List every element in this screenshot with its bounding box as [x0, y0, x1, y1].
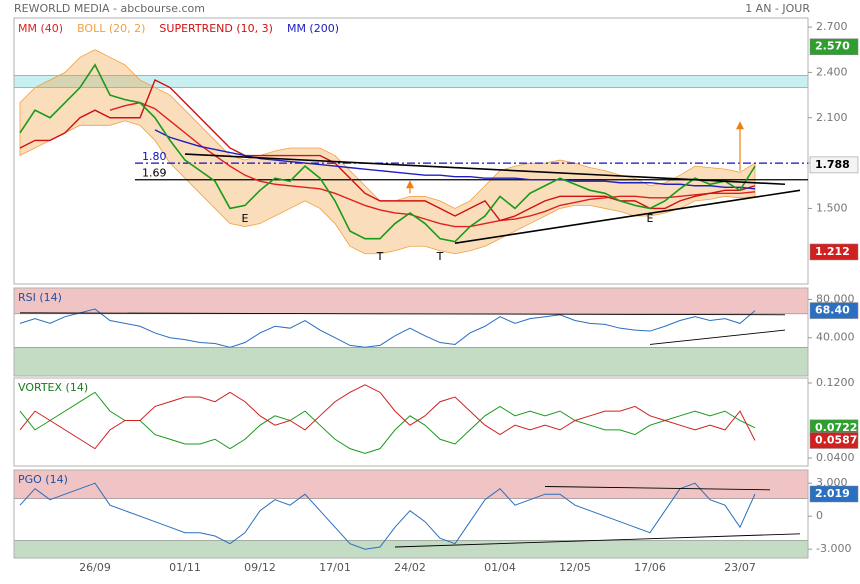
panel-frame	[13, 469, 809, 559]
price-tag	[809, 38, 859, 55]
legend-entry: BOLL (20, 2)	[77, 22, 145, 35]
chart-subtitle: 1 AN - JOUR	[745, 2, 810, 15]
x-tick-label: 23/07	[724, 561, 756, 574]
y-tick-label: 0	[816, 509, 823, 522]
panel-frame	[13, 377, 809, 467]
annotation: E	[647, 212, 654, 225]
price-tag-label: 0.0722	[815, 421, 857, 434]
chart-title: REWORLD MEDIA - abcbourse.com	[14, 2, 205, 15]
price-line	[19, 63, 756, 243]
trend-line	[544, 486, 771, 491]
x-tick-label: 09/12	[244, 561, 276, 574]
zone	[13, 540, 809, 559]
x-tick-label: 17/06	[634, 561, 666, 574]
x-tick-label: 17/01	[319, 561, 351, 574]
price-tag-label: 1.788	[815, 158, 850, 171]
trend-line	[454, 189, 801, 244]
y-tick-label: 2.700	[816, 20, 848, 33]
series-line	[19, 384, 756, 450]
annotation: E	[242, 212, 249, 225]
price-tag	[809, 243, 859, 261]
x-tick-label: 26/09	[79, 561, 111, 574]
x-tick-label: 01/04	[484, 561, 516, 574]
y-tick-label: 1.500	[816, 201, 848, 214]
y-tick-label: 2.100	[816, 111, 848, 124]
price-tag	[809, 432, 859, 449]
series-line	[19, 482, 756, 550]
price-tag-label: 2.570	[815, 40, 850, 53]
panel-frame	[13, 17, 809, 285]
series-line	[109, 101, 756, 228]
arrow-head	[406, 180, 414, 189]
price-tag-label: 2.019	[815, 487, 850, 500]
level-label: 1.69	[142, 167, 167, 180]
y-tick-label: 0.1200	[816, 376, 855, 389]
y-tick-label: 40.000	[816, 331, 855, 344]
panel-frame	[13, 287, 809, 377]
panel-title: RSI (14)	[18, 291, 62, 304]
trend-line	[394, 533, 801, 548]
panel-title: PGO (14)	[18, 473, 68, 486]
legend-entry: MM (40)	[18, 22, 63, 35]
trend-line	[649, 329, 786, 345]
y-tick-label: -3.000	[816, 542, 851, 555]
zone	[13, 287, 809, 315]
price-tag	[809, 302, 859, 319]
x-tick-label: 24/02	[394, 561, 426, 574]
series-line	[19, 391, 756, 454]
price-tag-label: 0.0587	[815, 433, 857, 446]
y-tick-label: 2.400	[816, 65, 848, 78]
legend-entry: SUPERTREND (10, 3)	[159, 22, 273, 35]
arrow-head	[736, 121, 744, 130]
price-tag-label: 68.40	[815, 304, 850, 317]
zone	[13, 347, 809, 377]
y-tick-label: 80.000	[816, 292, 855, 305]
y-tick-label: 0.0400	[816, 451, 855, 464]
x-tick-label: 12/05	[559, 561, 591, 574]
annotation: T	[376, 250, 384, 263]
price-tag	[809, 485, 859, 503]
price-tag-label: 1.212	[815, 245, 850, 258]
panel-title: VORTEX (14)	[18, 381, 88, 394]
legend-entry: MM (200)	[287, 22, 339, 35]
series-line	[19, 78, 756, 222]
trend-line	[184, 153, 786, 186]
level-label: 1.80	[142, 150, 167, 163]
x-tick-label: 01/11	[169, 561, 201, 574]
series-line	[19, 308, 756, 348]
price-tag	[809, 156, 859, 174]
zone	[13, 469, 809, 499]
trend-line	[19, 312, 786, 316]
annotation: T	[436, 250, 444, 263]
